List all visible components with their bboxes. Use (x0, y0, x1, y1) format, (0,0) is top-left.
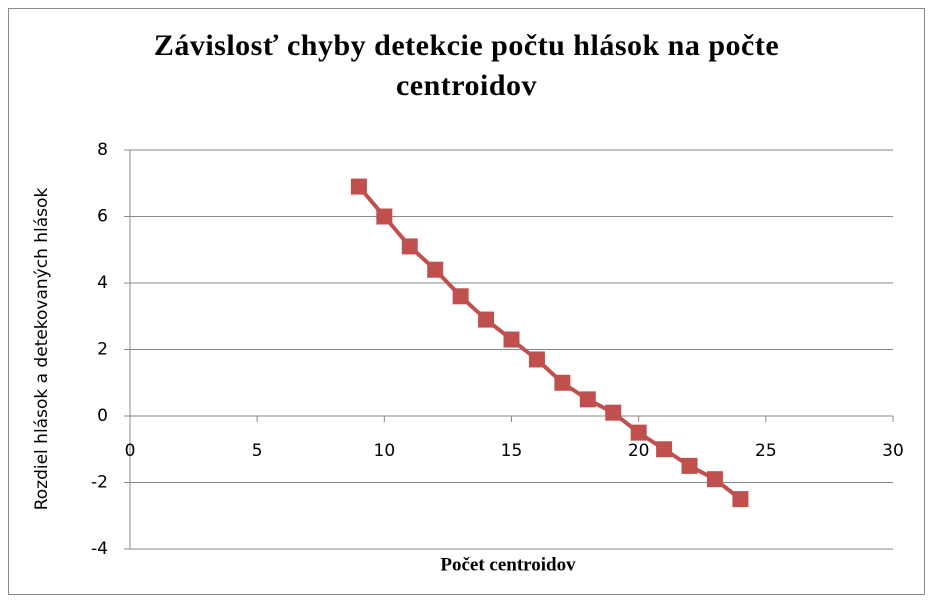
x-tick-label: 25 (755, 441, 777, 461)
x-axis-label: Počet centroidov (440, 554, 576, 575)
y-tick-label: 2 (97, 340, 108, 360)
marker (452, 288, 469, 305)
series-line (357, 185, 742, 501)
marker (376, 208, 393, 225)
x-tick-label: 10 (374, 441, 396, 461)
y-tick-label: 6 (97, 207, 108, 227)
marker (706, 471, 723, 488)
marker (579, 391, 596, 408)
marker (681, 457, 698, 474)
x-tick-label: 15 (501, 441, 523, 461)
y-tick-label: 4 (97, 273, 108, 293)
marker (656, 441, 673, 458)
x-tick-label: 30 (882, 441, 904, 461)
marker (350, 178, 367, 195)
y-tick-label: -4 (91, 539, 108, 559)
marker (401, 238, 418, 255)
x-tick-label: 5 (252, 441, 263, 461)
chart-title: Závislosť chyby detekcie počtu hlások na… (153, 29, 780, 102)
marker (732, 491, 749, 508)
y-tick-label: -2 (91, 473, 108, 493)
marker (605, 404, 622, 421)
x-tick-label: 20 (628, 441, 650, 461)
y-tick-label: 0 (97, 406, 108, 426)
y-axis-label: Rozdiel hlások a detekovaných hlások (32, 188, 52, 511)
marker (630, 424, 647, 441)
marker (503, 331, 520, 348)
marker (528, 351, 545, 368)
marker (427, 261, 444, 278)
marker (478, 311, 495, 328)
x-tick-label: 0 (125, 441, 136, 461)
marker (554, 374, 571, 391)
y-tick-label: 8 (97, 140, 108, 160)
